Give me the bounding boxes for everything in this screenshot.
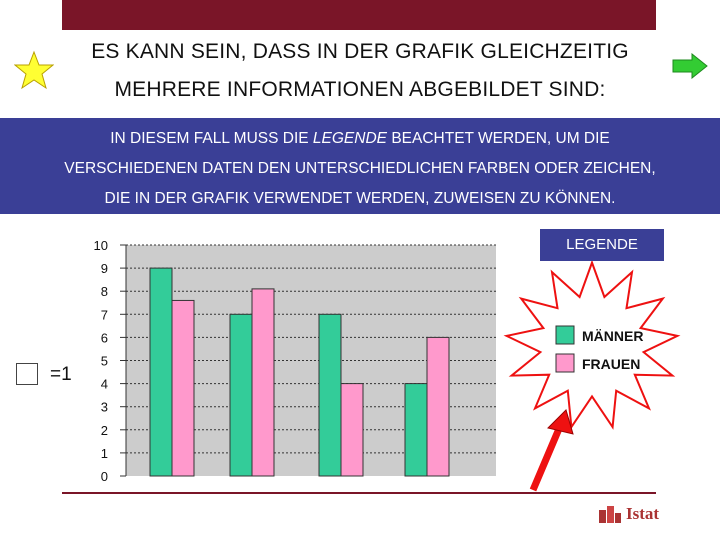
legend-swatch-women — [555, 353, 575, 373]
info-line-3: DIE IN DER GRAFIK VERWENDET WERDEN, ZUWE… — [104, 190, 616, 207]
heading-line-1: ES KANN SEIN, DASS IN DER GRAFIK GLEICHZ… — [91, 40, 629, 63]
heading-line-2: MEHRERE INFORMATIONEN ABGEBILDET SIND: — [114, 78, 606, 101]
legend-title: LEGENDE — [540, 229, 664, 261]
y-tick-label: 8 — [101, 284, 108, 299]
info-line-1: IN DIESEM FALL MUSS DIE LEGENDE BEACHTET… — [0, 118, 720, 154]
info-text: IN DIESEM FALL MUSS DIE — [110, 130, 313, 147]
y-tick-label: 4 — [101, 377, 108, 392]
istat-logo-icon — [599, 506, 621, 523]
y-tick-label: 5 — [101, 354, 108, 369]
istat-logo: Istat — [626, 504, 660, 523]
unit-label: =1 — [50, 364, 72, 385]
info-box: IN DIESEM FALL MUSS DIE LEGENDE BEACHTET… — [0, 118, 720, 214]
y-tick-label: 7 — [101, 307, 108, 322]
star-icon — [14, 50, 54, 90]
y-tick-label: 3 — [101, 400, 108, 415]
legend-arrow-shaft — [529, 422, 565, 492]
legend-burst-shape — [503, 259, 681, 430]
bar-women — [426, 336, 450, 477]
legend-arrow-head-icon — [547, 409, 574, 435]
unit-square-icon — [16, 363, 38, 385]
top-banner — [62, 0, 656, 30]
legend-label-women: FRAUEN — [582, 356, 641, 372]
y-tick-label: 9 — [101, 261, 108, 276]
y-tick-label: 2 — [101, 423, 108, 438]
bar-women — [251, 288, 275, 477]
legend-emphasis: LEGENDE — [312, 130, 388, 147]
bar-men — [229, 313, 253, 477]
arrow-right-icon[interactable] — [672, 53, 708, 79]
info-text: BEACHTET WERDEN, UM DIE — [387, 130, 610, 147]
y-tick-label: 6 — [101, 330, 108, 345]
bar-women — [171, 299, 195, 477]
y-tick-label: 10 — [94, 238, 108, 253]
legend-label-men: MÄNNER — [582, 328, 644, 344]
y-tick-label: 1 — [101, 446, 108, 461]
legend-swatch-men — [555, 325, 575, 345]
bar-women — [340, 383, 364, 477]
y-tick-label: 0 — [101, 469, 108, 484]
info-line-2: VERSCHIEDENEN DATEN DEN UNTERSCHIEDLICHE… — [64, 160, 656, 177]
bar-men — [404, 383, 428, 477]
bar-men — [318, 313, 342, 477]
bar-men — [149, 267, 173, 477]
